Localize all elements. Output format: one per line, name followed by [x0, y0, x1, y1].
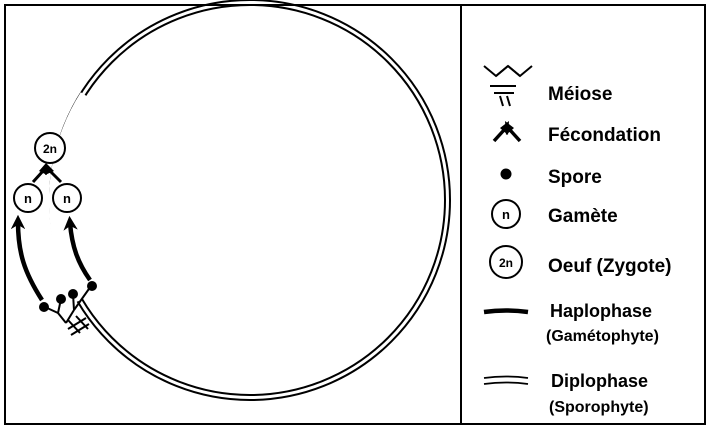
legend-spore-label: Spore	[548, 167, 602, 188]
legend-haplophase-label: Haplophase	[550, 301, 652, 321]
spores	[39, 281, 97, 312]
legend-fertilization-label: Fécondation	[548, 125, 661, 146]
haplophase-icon	[483, 308, 529, 315]
meiosis-icon	[483, 64, 533, 107]
legend-diplophase-label: Diplophase	[551, 371, 648, 391]
spore-tree	[44, 285, 92, 324]
gamete-icon	[491, 199, 521, 229]
spore-dot	[56, 294, 66, 304]
fertilization-arrows	[31, 163, 63, 184]
legend-meiosis-label: Méiose	[548, 84, 612, 105]
legend-haplophase-sub: (Gamétophyte)	[546, 328, 659, 345]
gamete-right-label: n	[63, 191, 71, 206]
spore-dot	[39, 302, 49, 312]
zygote-label: 2n	[43, 142, 57, 156]
legend-gamete-symbol: n	[502, 207, 510, 222]
diplophase-icon	[483, 375, 529, 385]
zygote-circle	[34, 132, 66, 164]
spore-dot	[87, 281, 97, 291]
spore-icon	[500, 168, 512, 180]
diplophase-ring-outer	[49, 0, 451, 401]
legend-diplophase-sub: (Sporophyte)	[549, 399, 649, 416]
legend-gamete-label: Gamète	[548, 206, 618, 227]
spore-dot	[68, 289, 78, 299]
haplophase-arrow-right	[63, 215, 92, 282]
haplophase-arrow-left	[10, 214, 44, 302]
figure-border	[4, 4, 706, 425]
meiosis-symbol-on-ring	[67, 315, 90, 336]
life-cycle-diagram: n n 2n	[10, 0, 451, 401]
diplophase-ring-inner	[54, 4, 446, 396]
gamete-left-label: n	[24, 191, 32, 206]
zygote-icon	[489, 245, 523, 279]
legend-zygote-label: Oeuf (Zygote)	[548, 256, 672, 277]
fertilization-icon	[492, 121, 522, 143]
gamete-left-circle	[13, 183, 43, 213]
legend: Méiose Fécondation Spore n Gamète 2n Oeu…	[483, 64, 672, 416]
legend-zygote-symbol: 2n	[499, 256, 513, 270]
gamete-right-circle	[52, 183, 82, 213]
